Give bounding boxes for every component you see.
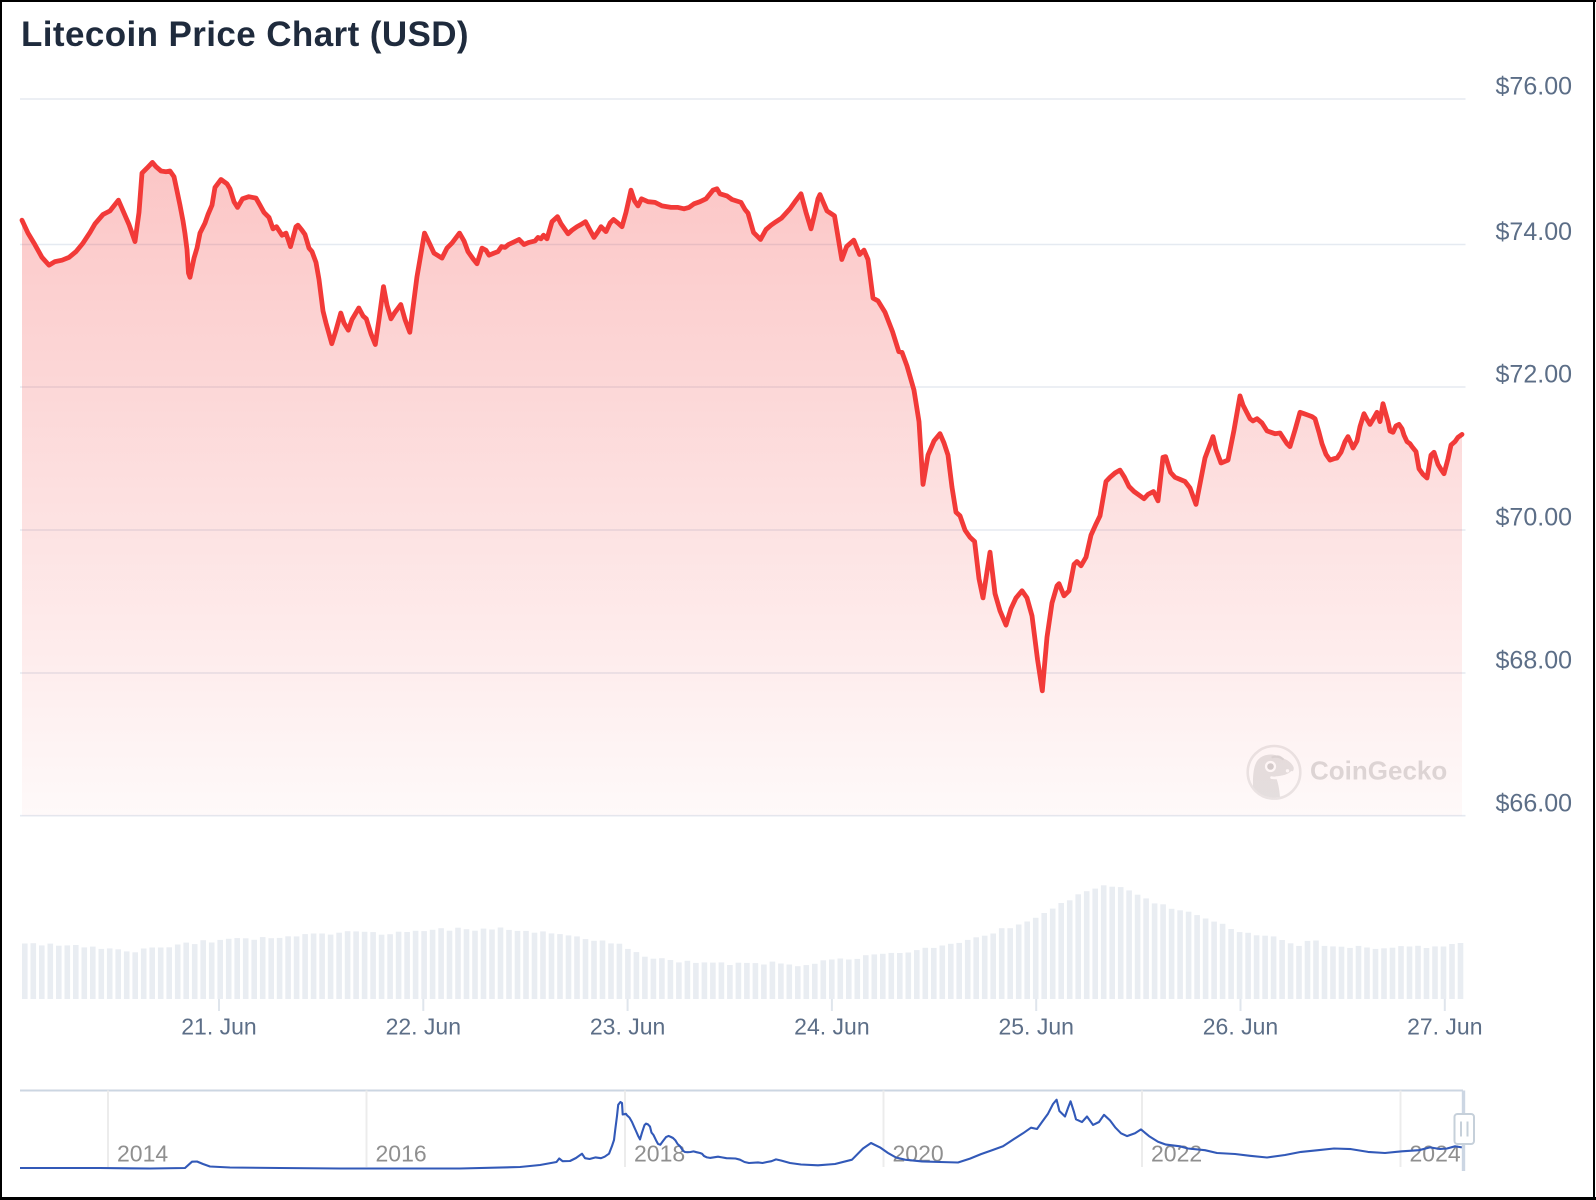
svg-text:2022: 2022 (1151, 1141, 1202, 1167)
svg-text:2014: 2014 (117, 1141, 168, 1167)
svg-text:$66.00: $66.00 (1496, 789, 1572, 817)
svg-text:2024: 2024 (1410, 1141, 1461, 1167)
svg-text:21. Jun: 21. Jun (181, 1014, 256, 1040)
svg-text:Litecoin Price Chart (USD): Litecoin Price Chart (USD) (21, 15, 469, 54)
svg-text:$72.00: $72.00 (1496, 361, 1572, 389)
svg-text:2016: 2016 (376, 1141, 427, 1167)
svg-text:$70.00: $70.00 (1496, 504, 1572, 532)
svg-text:25. Jun: 25. Jun (998, 1014, 1073, 1040)
svg-text:24. Jun: 24. Jun (794, 1014, 869, 1040)
svg-text:$68.00: $68.00 (1496, 647, 1572, 675)
svg-text:$76.00: $76.00 (1496, 73, 1572, 101)
svg-text:23. Jun: 23. Jun (590, 1014, 665, 1040)
svg-text:22. Jun: 22. Jun (386, 1014, 461, 1040)
svg-text:26. Jun: 26. Jun (1203, 1014, 1278, 1040)
svg-text:$74.00: $74.00 (1496, 218, 1572, 246)
svg-text:27. Jun: 27. Jun (1407, 1014, 1482, 1040)
